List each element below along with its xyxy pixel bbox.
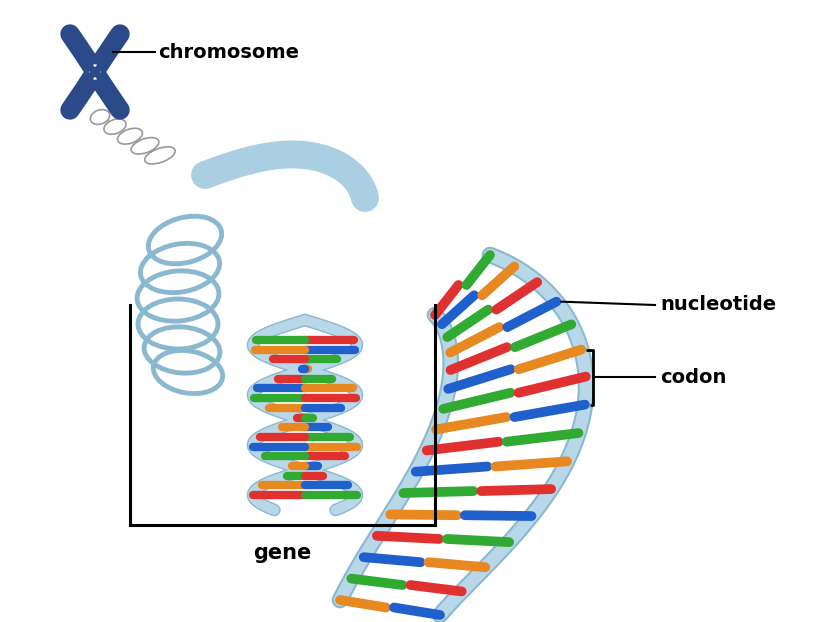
Text: nucleotide: nucleotide: [660, 295, 776, 315]
Text: codon: codon: [660, 368, 726, 387]
Text: chromosome: chromosome: [158, 42, 299, 62]
Ellipse shape: [91, 109, 109, 124]
Ellipse shape: [132, 137, 158, 154]
Ellipse shape: [118, 128, 142, 144]
Ellipse shape: [90, 65, 100, 79]
Text: gene: gene: [253, 543, 311, 563]
Ellipse shape: [104, 119, 126, 134]
Ellipse shape: [145, 147, 175, 164]
